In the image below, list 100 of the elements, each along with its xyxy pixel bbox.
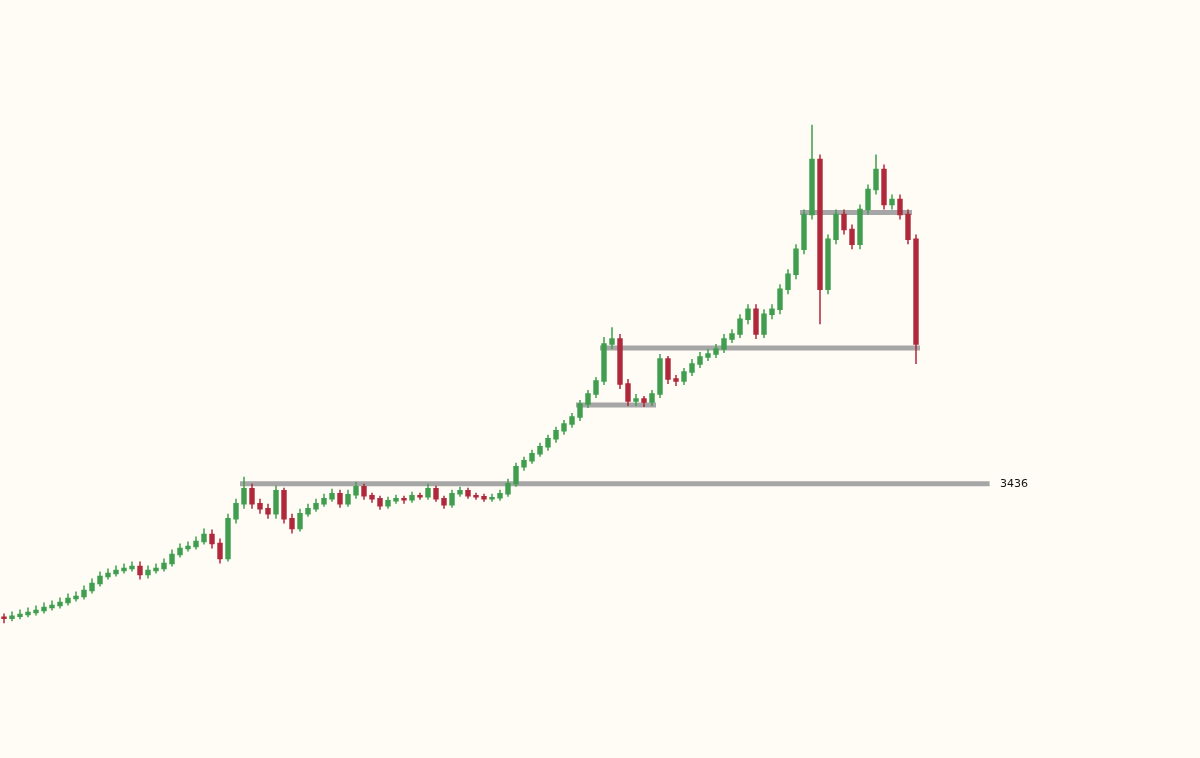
candlestick [561, 419, 567, 436]
candlestick [481, 492, 487, 503]
candlestick [769, 303, 775, 320]
candlestick [705, 348, 711, 362]
candlestick [393, 493, 399, 505]
candlestick [121, 562, 127, 575]
candlestick [265, 502, 271, 520]
candlestick [777, 283, 783, 315]
candlestick [169, 548, 175, 568]
candlestick [729, 328, 735, 344]
candlestick [257, 497, 263, 515]
candlestick [305, 502, 311, 518]
candlestick [17, 608, 23, 621]
candlestick [697, 351, 703, 369]
candlestick [625, 378, 631, 407]
candlestick [753, 303, 759, 340]
candlestick [193, 535, 199, 551]
candlestick [449, 488, 455, 509]
candlestick [545, 434, 551, 452]
candlestick [145, 564, 151, 580]
candlestick [601, 336, 607, 386]
candlestick [721, 333, 727, 354]
candlestick [641, 395, 647, 408]
candlestick [473, 491, 479, 501]
candlestick [89, 577, 95, 595]
candlestick [201, 527, 207, 546]
candlestick [577, 399, 583, 422]
candlestick [833, 208, 839, 246]
candlestick [489, 492, 495, 503]
candlestick [585, 389, 591, 409]
candlestick [457, 485, 463, 498]
candlestick [417, 491, 423, 501]
candlestick [553, 426, 559, 444]
candlestick [73, 590, 79, 603]
candlestick [25, 606, 31, 619]
candlestick [297, 507, 303, 533]
candlestick [521, 456, 527, 472]
candlestick [225, 512, 231, 563]
candlestick [569, 412, 575, 429]
candlestick [401, 494, 407, 505]
candlestick [369, 491, 375, 504]
candlestick [65, 592, 71, 607]
candlestick [849, 223, 855, 251]
candlestick [177, 542, 183, 559]
candlestick [337, 488, 343, 509]
candlestick [497, 488, 503, 502]
candlestick [105, 567, 111, 581]
candlestick [321, 492, 327, 508]
candlestick [9, 610, 15, 623]
candlestick [329, 487, 335, 503]
candlestick [857, 203, 863, 251]
candlestick [233, 497, 239, 525]
candlestick [49, 599, 55, 612]
candlestick [665, 355, 671, 385]
candlestick [897, 193, 903, 221]
candlestick [713, 343, 719, 359]
candlestick [905, 208, 911, 246]
candlestick [745, 303, 751, 325]
candlestick [57, 596, 63, 610]
candlestick [97, 570, 103, 588]
candlestick [537, 442, 543, 458]
candlestick [289, 512, 295, 535]
candlestick [41, 601, 47, 615]
candlestick [249, 482, 255, 510]
candlestick [649, 389, 655, 407]
candlestick [433, 484, 439, 503]
candlestick [273, 484, 279, 520]
candlestick [1, 612, 7, 625]
candlestick [113, 564, 119, 578]
candlestick [865, 183, 871, 216]
candlestick [793, 243, 799, 281]
candlestick [345, 488, 351, 508]
candlestick [817, 153, 823, 325]
text: 3436 [1000, 477, 1028, 490]
candlestick [377, 494, 383, 511]
candlestick [505, 477, 511, 498]
candlestick [129, 560, 135, 573]
candlestick [361, 482, 367, 501]
candlestick [617, 333, 623, 390]
candlestick [529, 449, 535, 465]
candlestick [689, 358, 695, 377]
candlestick [681, 367, 687, 386]
candlestick [825, 233, 831, 295]
candlestick [409, 490, 415, 504]
candlestick [737, 313, 743, 339]
candlestick [809, 123, 815, 221]
candlestick [209, 528, 215, 550]
candlestick [657, 353, 663, 399]
candlestick [137, 560, 143, 581]
candlestick [161, 557, 167, 573]
candlestick [785, 268, 791, 295]
candlestick [185, 540, 191, 553]
candlestick [465, 486, 471, 500]
candlestick [33, 604, 39, 617]
candlestick [513, 462, 519, 488]
candlestick [609, 326, 615, 350]
candlestick [873, 153, 879, 196]
candlestick [153, 562, 159, 575]
candlestick [385, 495, 391, 510]
candlestick [281, 486, 287, 525]
